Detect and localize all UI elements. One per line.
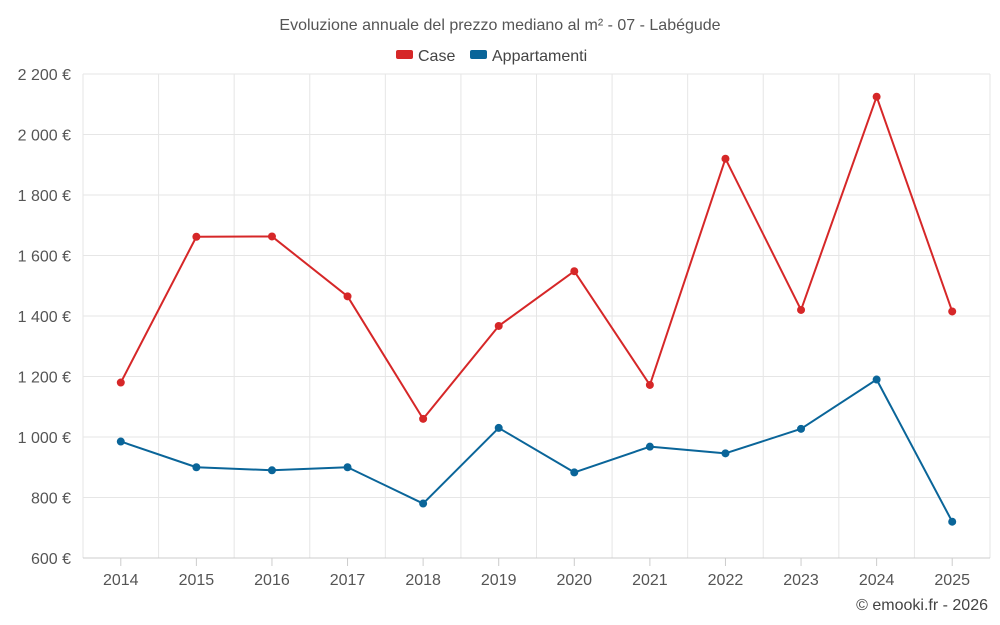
y-axis: 600 € 800 € 1 000 € 1 200 € 1 400 € 1 600 € 1 …: [18, 67, 71, 568]
y-tick-label: 2 200 €: [18, 67, 71, 84]
data-point[interactable]: [797, 424, 806, 433]
data-point[interactable]: [570, 267, 579, 276]
data-point[interactable]: [116, 378, 125, 387]
x-tick-label: 2023: [783, 572, 819, 589]
x-tick-label: 2017: [330, 572, 366, 589]
x-tick-label: 2016: [254, 572, 290, 589]
y-tick-label: 1 000 €: [18, 430, 71, 447]
x-tick-label: 2014: [103, 572, 139, 589]
grid: [82, 73, 991, 559]
legend-item-appartamenti[interactable]: Appartamenti: [470, 48, 587, 65]
x-tick-label: 2025: [934, 572, 970, 589]
x-axis: 2014 2015 2016 2017 2018 2019 2020 2021 2022 2023…: [103, 558, 970, 589]
legend-label: Appartamenti: [492, 48, 587, 65]
series-line: [120, 378, 954, 523]
x-tick-label: 2015: [179, 572, 215, 589]
data-point[interactable]: [570, 468, 579, 477]
series-appartamenti: [116, 375, 957, 526]
data-point[interactable]: [721, 154, 730, 163]
x-tick-label: 2020: [556, 572, 592, 589]
y-tick-label: 1 400 €: [18, 309, 71, 326]
data-point[interactable]: [948, 307, 957, 316]
data-point[interactable]: [721, 449, 730, 458]
y-tick-label: 800 €: [31, 491, 71, 508]
data-point[interactable]: [116, 437, 125, 446]
data-point[interactable]: [948, 517, 957, 526]
legend-item-case[interactable]: Case: [396, 48, 455, 65]
data-point[interactable]: [192, 463, 201, 472]
x-tick-label: 2024: [859, 572, 895, 589]
series-group: [116, 92, 957, 526]
series-case: [116, 92, 957, 423]
data-point[interactable]: [343, 292, 352, 301]
y-tick-label: 2 000 €: [18, 128, 71, 145]
data-point[interactable]: [267, 466, 276, 475]
y-tick-label: 1 600 €: [18, 249, 71, 266]
data-point[interactable]: [343, 463, 352, 472]
legend-swatch: [396, 50, 413, 59]
x-tick-label: 2019: [481, 572, 517, 589]
data-point[interactable]: [192, 232, 201, 241]
y-tick-label: 1 200 €: [18, 370, 71, 387]
chart-title: Evoluzione annuale del prezzo mediano al…: [279, 17, 720, 34]
y-tick-label: 1 800 €: [18, 188, 71, 205]
credit: © emooki.fr - 2026: [856, 597, 988, 614]
x-tick-label: 2022: [708, 572, 744, 589]
data-point[interactable]: [872, 375, 881, 384]
y-tick-label: 600 €: [31, 551, 71, 568]
legend: Case Appartamenti: [396, 48, 587, 65]
series-line: [119, 95, 954, 420]
legend-label: Case: [418, 48, 455, 65]
data-point[interactable]: [419, 414, 428, 423]
data-point[interactable]: [645, 442, 654, 451]
data-point[interactable]: [494, 321, 503, 330]
legend-swatch: [470, 50, 487, 59]
data-point[interactable]: [419, 499, 428, 508]
data-point[interactable]: [797, 305, 806, 314]
data-point[interactable]: [494, 423, 503, 432]
data-point[interactable]: [872, 92, 881, 101]
data-point[interactable]: [645, 380, 654, 389]
data-point[interactable]: [267, 232, 276, 241]
x-tick-label: 2021: [632, 572, 668, 589]
x-tick-label: 2018: [405, 572, 441, 589]
